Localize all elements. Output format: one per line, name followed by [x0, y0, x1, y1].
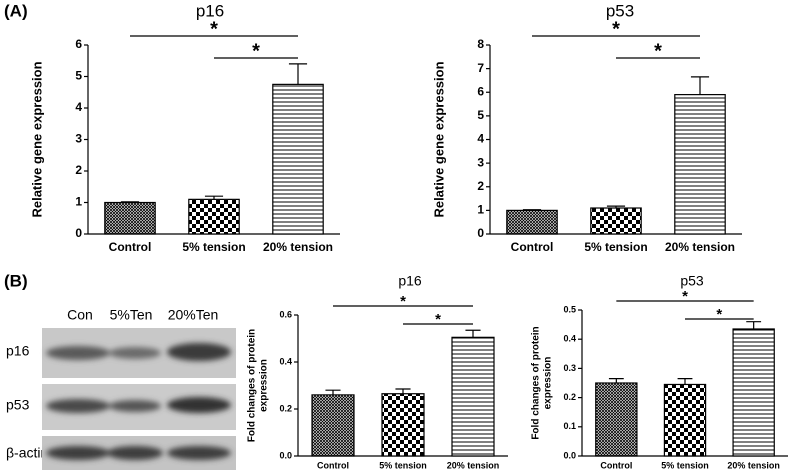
- y-tick-label: 2: [477, 179, 484, 193]
- western-blot: Con 5%Ten 20%Ten p16 p53 β-actin: [6, 307, 236, 470]
- x-tick-label: 5% tension: [182, 240, 245, 254]
- significance-label: *: [400, 293, 406, 310]
- error-bar: [325, 389, 341, 395]
- x-tick-label: Control: [511, 240, 554, 254]
- y-tick-label: 4: [75, 100, 82, 114]
- y-axis-label: expression: [543, 357, 554, 410]
- bar: [311, 394, 355, 457]
- bar: [188, 198, 240, 235]
- y-tick-label: 0.6: [279, 309, 292, 319]
- bar: [590, 207, 642, 235]
- bar: [674, 94, 726, 235]
- significance-label: *: [654, 40, 662, 62]
- x-tick-label: 5% tension: [661, 460, 709, 470]
- significance-label: *: [210, 18, 218, 40]
- y-axis-label: Relative gene expression: [431, 61, 446, 217]
- y-tick-label: 3: [75, 132, 82, 146]
- y-tick-label: 6: [477, 84, 484, 98]
- y-tick-label: 0.3: [563, 363, 576, 373]
- error-bar: [608, 378, 624, 383]
- bar: [663, 383, 707, 457]
- y-tick-label: 2: [75, 163, 82, 177]
- lane-label: 20%Ten: [168, 307, 219, 323]
- bar: [595, 382, 638, 457]
- y-tick-label: 0: [75, 226, 82, 240]
- lane-label: 5%Ten: [110, 307, 153, 323]
- y-tick-label: 0.4: [563, 334, 576, 344]
- significance-label: *: [682, 288, 688, 305]
- panel-label: (B): [4, 271, 28, 290]
- y-tick-label: 0.2: [563, 392, 576, 402]
- y-axis-label: Relative gene expression: [29, 61, 44, 217]
- error-bar: [746, 321, 762, 329]
- chart-title: p16: [398, 273, 422, 289]
- row-label: p16: [6, 343, 30, 359]
- significance-label: *: [716, 306, 722, 323]
- error-bar: [395, 388, 411, 394]
- y-tick-label: 0.1: [563, 421, 576, 431]
- bar: [272, 83, 324, 235]
- x-tick-label: Control: [317, 460, 349, 470]
- panel-label: (A): [4, 1, 28, 20]
- y-tick-label: 4: [477, 132, 484, 146]
- bar: [451, 336, 495, 457]
- chart-title: p16: [196, 1, 224, 20]
- y-tick-label: 3: [477, 155, 484, 169]
- bar: [732, 328, 775, 457]
- lane-label: Con: [67, 307, 93, 323]
- error-bar: [677, 378, 693, 385]
- chart-title: p53: [680, 273, 704, 289]
- error-bar: [288, 63, 308, 85]
- y-tick-label: 0.2: [279, 403, 292, 413]
- y-tick-label: 0: [477, 226, 484, 240]
- significance-label: *: [612, 18, 620, 40]
- row-label: β-actin: [6, 445, 48, 461]
- chart: p53 Fold changes of protein expression 0.0 0…: [531, 273, 788, 470]
- x-tick-label: 20% tension: [727, 460, 780, 470]
- error-bar: [690, 76, 710, 95]
- y-tick-label: 1: [75, 195, 82, 209]
- y-tick-label: 7: [477, 61, 484, 75]
- x-tick-label: 20% tension: [447, 460, 500, 470]
- row-label: p53: [6, 397, 30, 413]
- y-tick-label: 0.4: [279, 356, 292, 366]
- x-tick-label: Control: [109, 240, 152, 254]
- y-axis-label: Fold changes of protein: [247, 329, 258, 442]
- y-axis-label: expression: [259, 359, 270, 412]
- bar: [506, 209, 558, 235]
- y-tick-label: 5: [477, 108, 484, 122]
- x-tick-label: 5% tension: [584, 240, 647, 254]
- significance-label: *: [252, 40, 260, 62]
- y-axis-label: Fold changes of protein: [531, 326, 542, 439]
- x-tick-label: 20% tension: [665, 240, 735, 254]
- x-tick-label: 20% tension: [263, 240, 333, 254]
- chart-title: p53: [606, 1, 634, 20]
- error-bar: [465, 329, 481, 338]
- y-tick-label: 0.0: [563, 450, 576, 460]
- significance-label: *: [435, 311, 441, 328]
- y-tick-label: 1: [477, 203, 484, 217]
- x-tick-label: Control: [600, 460, 632, 470]
- bar: [381, 393, 425, 457]
- y-tick-label: 0.5: [563, 304, 576, 314]
- chart: p53 Relative gene expression 0 1 2 3 4 5 6 7 8 Cont…: [431, 1, 742, 254]
- y-tick-label: 0.0: [279, 450, 292, 460]
- blot-bands: [46, 343, 231, 460]
- y-tick-label: 6: [75, 37, 82, 51]
- y-tick-label: 5: [75, 69, 82, 83]
- x-tick-label: 5% tension: [379, 460, 427, 470]
- bar: [104, 201, 156, 235]
- y-tick-label: 8: [477, 37, 484, 51]
